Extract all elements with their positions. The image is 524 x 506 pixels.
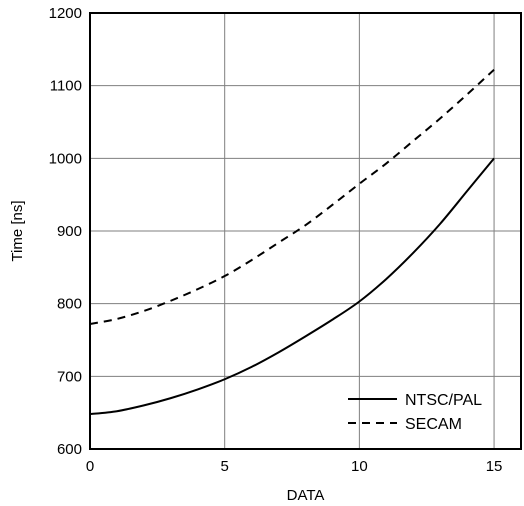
series-line-ntsc-pal <box>89 157 495 416</box>
y-tick-label: 1200 <box>49 5 82 22</box>
grid <box>90 13 521 449</box>
x-axis-title: DATA <box>287 487 325 504</box>
y-tick-label: 900 <box>57 223 82 240</box>
plot-frame <box>89 12 522 450</box>
y-tick-label: 1100 <box>50 78 82 95</box>
y-axis-title: Time [ns] <box>9 200 26 261</box>
y-tick-label: 800 <box>57 296 82 313</box>
legend-label: SECAM <box>405 416 462 433</box>
legend: NTSC/PAL SECAM <box>348 392 482 433</box>
y-tick-label: 1000 <box>49 150 82 167</box>
x-tick-label: 0 <box>86 458 94 475</box>
series-lines <box>89 68 495 416</box>
x-tick-label: 5 <box>221 458 229 475</box>
x-tick-label: 15 <box>486 458 503 475</box>
y-tick-label: 700 <box>57 368 82 385</box>
tick-labels: 0 5 10 15 600 700 800 900 1000 1100 1200 <box>49 5 503 475</box>
legend-label: NTSC/PAL <box>405 392 482 409</box>
y-tick-label: 600 <box>57 441 82 458</box>
x-tick-label: 10 <box>351 458 368 475</box>
series-line-secam <box>89 68 495 325</box>
